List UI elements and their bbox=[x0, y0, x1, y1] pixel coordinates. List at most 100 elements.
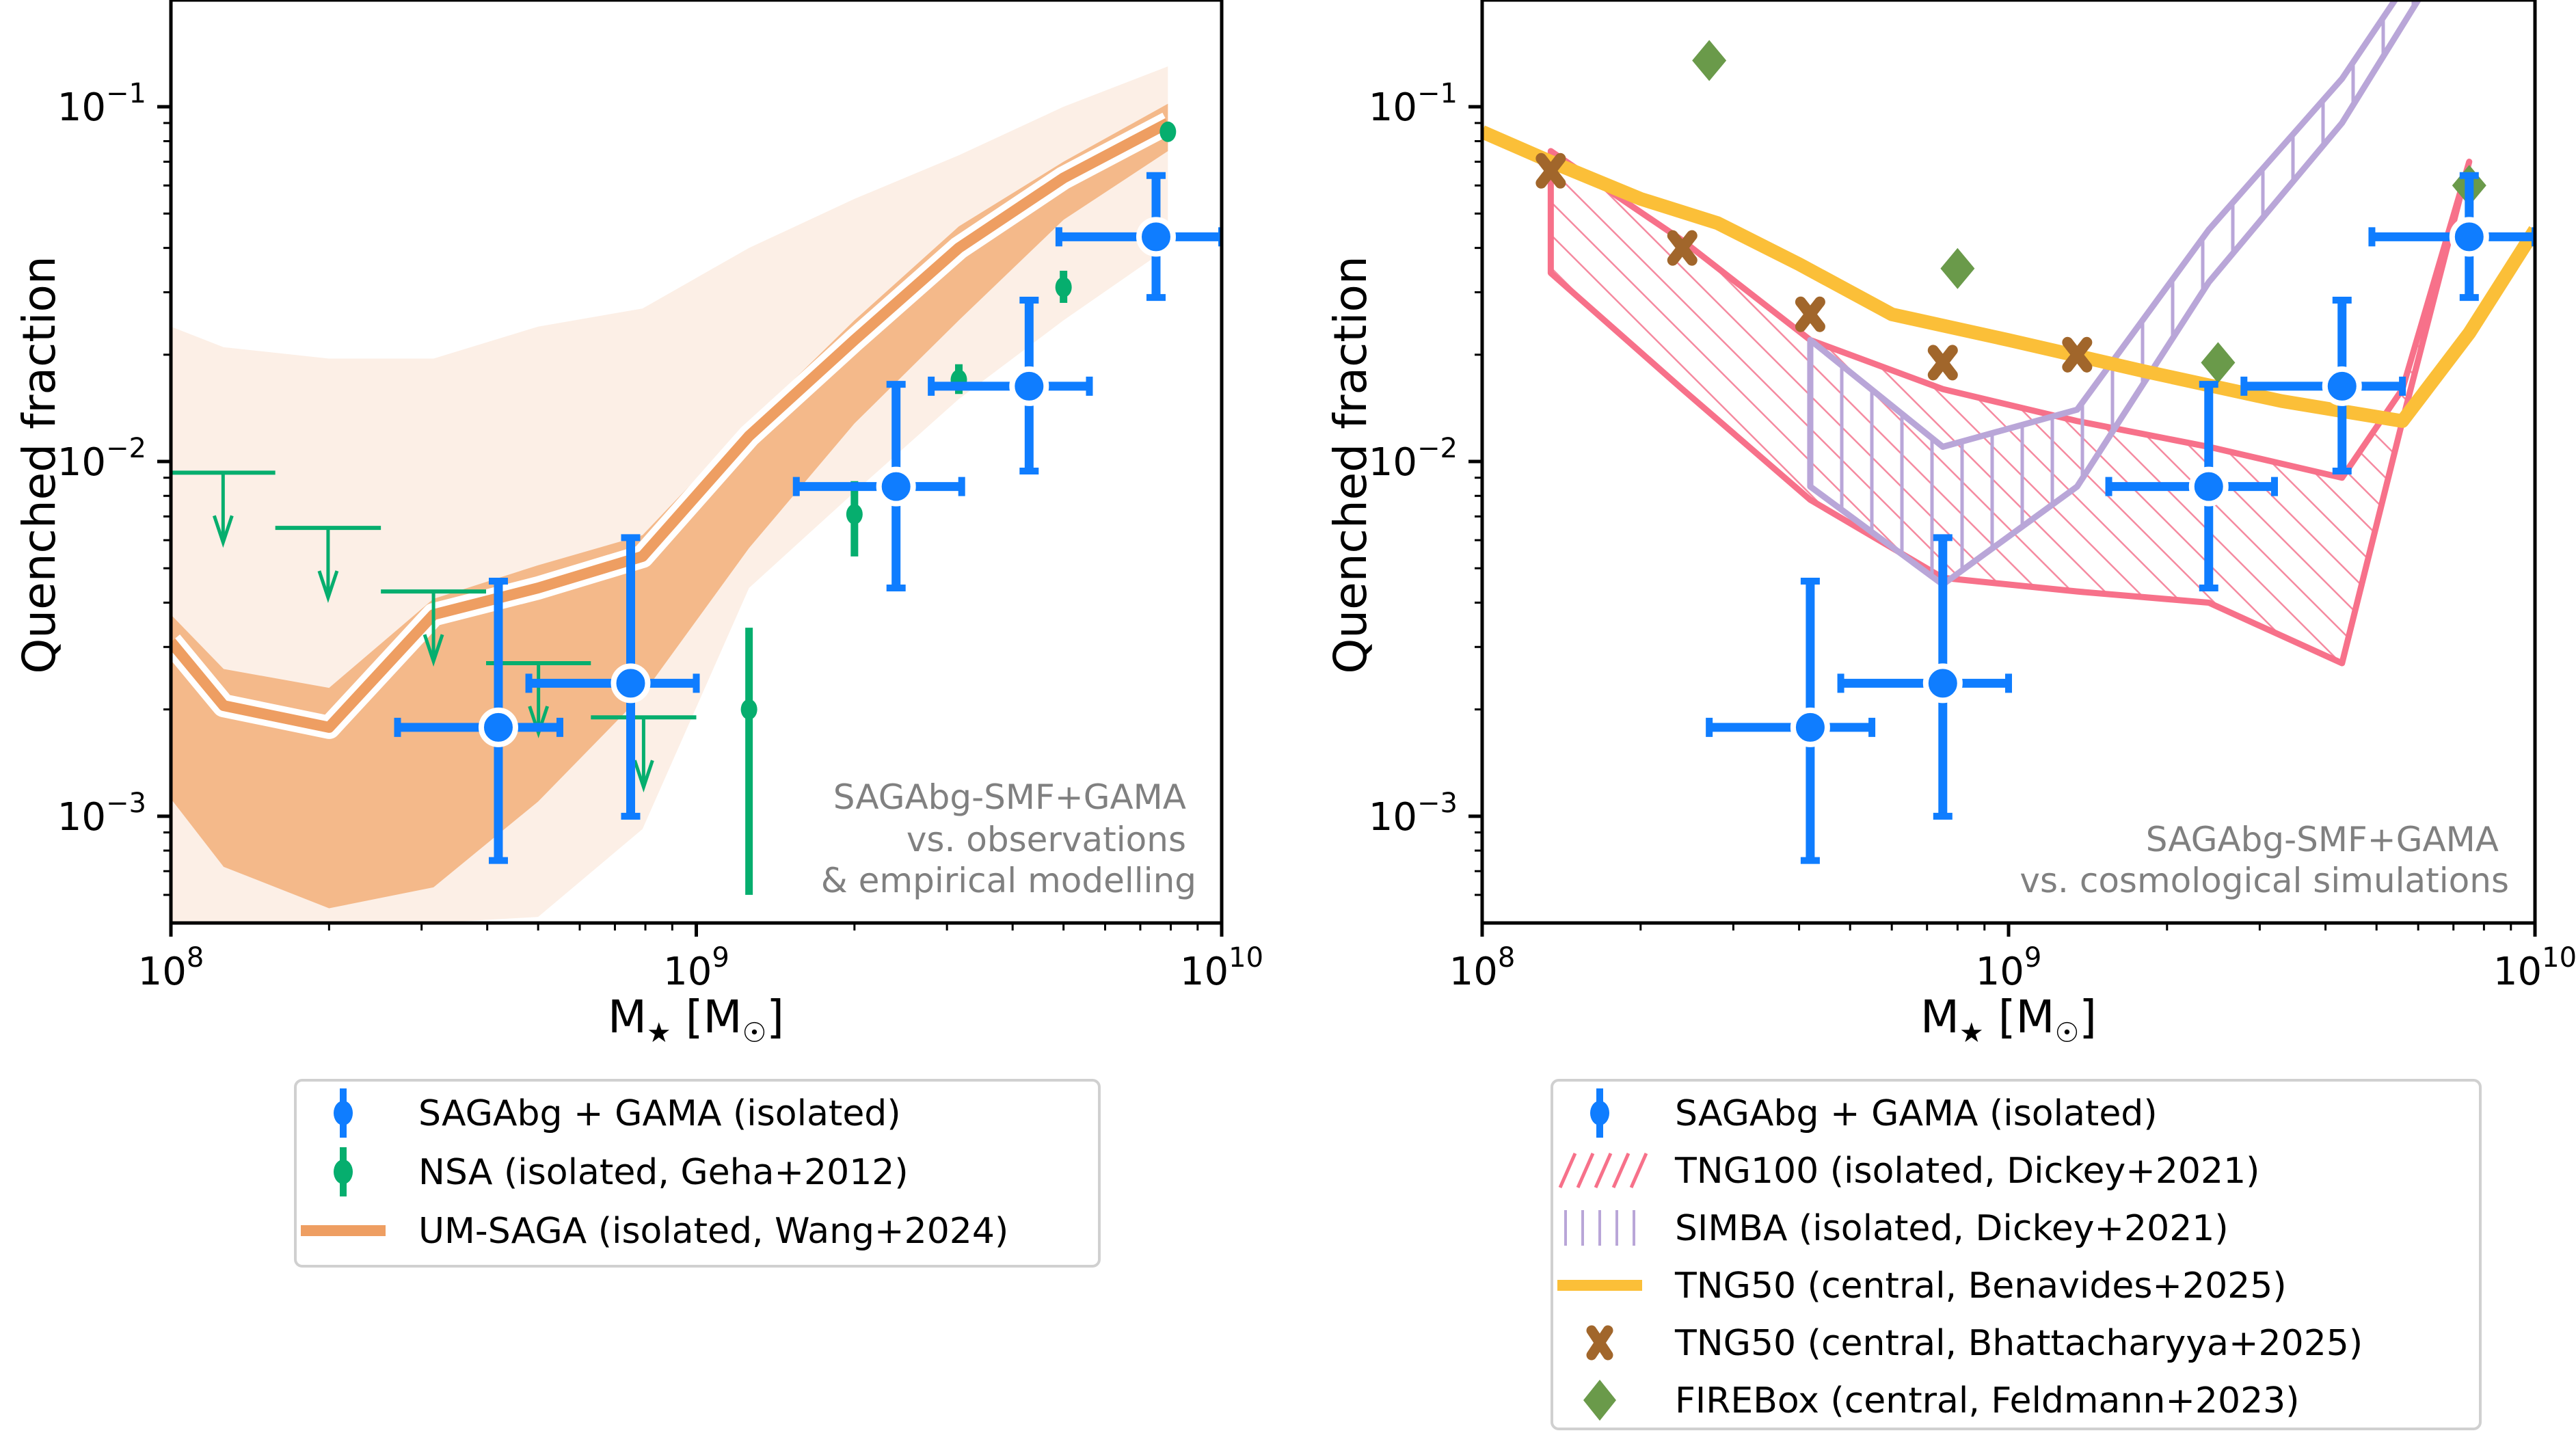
right-y-axis-label: Quenched fraction bbox=[1324, 256, 1377, 673]
tick-base: 10 bbox=[663, 950, 712, 994]
tng50-bhattacharyya-x-marker bbox=[1795, 296, 1825, 332]
tick-base: 10 bbox=[57, 85, 106, 130]
saga-marker bbox=[1922, 663, 1963, 704]
left-legend-frame bbox=[294, 1079, 1101, 1268]
nsa-upper-limit bbox=[275, 526, 381, 603]
x-tick-label: 1010 bbox=[1180, 942, 1263, 994]
tick-exponent: 9 bbox=[2024, 942, 2041, 974]
icon-hatch-line bbox=[1558, 1152, 1577, 1189]
right-x-axis-label: M★ [M☉] bbox=[1920, 991, 2097, 1049]
left-annotation-line-2: vs. observations bbox=[907, 820, 1186, 859]
saga-marker bbox=[2449, 217, 2489, 257]
tick-exponent: −2 bbox=[106, 433, 146, 464]
y-tick-label: 10−3 bbox=[1369, 788, 1458, 840]
xlabel-sun: ☉ bbox=[2054, 1017, 2079, 1049]
errorbar-dot-icon bbox=[334, 1147, 353, 1196]
nsa-marker bbox=[740, 699, 757, 720]
saga-marker bbox=[1136, 217, 1176, 257]
saga-data-point bbox=[792, 381, 965, 591]
y-tick-label: 10−1 bbox=[57, 78, 146, 130]
right-annotation-line-2: vs. cosmological simulations bbox=[2020, 861, 2509, 900]
tick-base: 10 bbox=[1369, 795, 1417, 840]
upper-limit-arrow-head bbox=[212, 515, 234, 548]
saga-data-point bbox=[2240, 297, 2406, 474]
tick-base: 10 bbox=[57, 795, 106, 840]
nsa-data-point bbox=[1159, 121, 1177, 142]
legend-item: FIREBox (central, Feldmann+2023) bbox=[1583, 1380, 2300, 1421]
tick-base: 10 bbox=[57, 440, 106, 485]
nsa-upper-limit bbox=[591, 715, 697, 793]
left-annotation-line-3: & empirical modelling bbox=[821, 861, 1196, 900]
tick-exponent: −3 bbox=[106, 788, 146, 819]
right-legend-frame bbox=[1551, 1079, 2482, 1430]
upper-limit-arrow-head bbox=[317, 570, 339, 603]
legend-label: TNG50 (central, Bhattacharyya+2025) bbox=[1674, 1323, 2363, 1364]
saga-marker bbox=[478, 707, 518, 747]
legend-label: UM-SAGA (isolated, Wang+2024) bbox=[418, 1211, 1008, 1252]
tng50-bhattacharyya-x-marker bbox=[1667, 230, 1698, 266]
left-x-axis-label: M★ [M☉] bbox=[608, 991, 784, 1049]
saga-marker bbox=[1790, 707, 1830, 747]
nsa-data-point bbox=[740, 628, 757, 895]
tick-exponent: 10 bbox=[2542, 942, 2576, 974]
xlabel-m: M bbox=[1920, 991, 1959, 1043]
saga-marker bbox=[876, 466, 916, 507]
nsa-data-point bbox=[846, 481, 863, 557]
x-stroke bbox=[1667, 230, 1698, 266]
x-tick-label: 109 bbox=[663, 942, 729, 994]
legend-label: FIREBox (central, Feldmann+2023) bbox=[1675, 1380, 2300, 1421]
errorbar-dot-icon bbox=[1590, 1088, 1609, 1138]
x-stroke bbox=[1927, 345, 1958, 381]
upper-limit-arrow-head bbox=[528, 706, 550, 738]
tng100-hatched-band bbox=[1547, 148, 2473, 667]
vertical-hatch-icon bbox=[1564, 1210, 1635, 1246]
right-annotation-line-1: SAGAbg-SMF+GAMA bbox=[2146, 820, 2499, 859]
saga-data-point bbox=[1055, 172, 1222, 302]
saga-data-point bbox=[1837, 534, 2012, 820]
legend-label: TNG100 (isolated, Dickey+2021) bbox=[1674, 1151, 2259, 1192]
icon-diamond bbox=[1583, 1380, 1616, 1421]
xlabel-close: ] bbox=[766, 991, 784, 1043]
x-tick-label: 108 bbox=[138, 942, 204, 994]
nsa-marker bbox=[1055, 277, 1072, 298]
upper-limit-arrow-head bbox=[633, 760, 654, 793]
icon-hatch-line bbox=[1594, 1152, 1613, 1189]
upper-limit-arrow-head bbox=[422, 634, 444, 667]
legend-label: TNG50 (central, Benavides+2025) bbox=[1674, 1266, 2287, 1307]
xlabel-open: [M bbox=[1984, 991, 2055, 1043]
icon-dot bbox=[1590, 1101, 1609, 1125]
saga-data-point bbox=[2105, 381, 2278, 591]
um-saga-line bbox=[171, 118, 1171, 733]
x-tick-label: 109 bbox=[1976, 942, 2042, 994]
legend-label: SAGAbg + GAMA (isolated) bbox=[418, 1093, 901, 1134]
firebox-diamond-marker bbox=[2201, 342, 2236, 384]
legend-item: SAGAbg + GAMA (isolated) bbox=[1590, 1088, 2158, 1138]
saga-marker bbox=[2188, 466, 2229, 507]
tick-base: 10 bbox=[2493, 950, 2542, 994]
legend-item: TNG100 (isolated, Dickey+2021) bbox=[1558, 1151, 2259, 1192]
tick-exponent: 8 bbox=[1498, 942, 1515, 974]
tick-base: 10 bbox=[138, 950, 187, 994]
icon-hatch-line bbox=[1611, 1152, 1631, 1189]
xlabel-sun: ☉ bbox=[742, 1017, 766, 1049]
x-tick-label: 108 bbox=[1449, 942, 1516, 994]
tick-base: 10 bbox=[1180, 950, 1229, 994]
left-plot-area bbox=[171, 66, 1222, 923]
nsa-marker bbox=[1159, 121, 1177, 142]
xlabel-star: ★ bbox=[647, 1017, 671, 1049]
icon-dot bbox=[334, 1160, 353, 1184]
um-saga-inner-band bbox=[171, 103, 1168, 909]
tick-exponent: 8 bbox=[187, 942, 204, 974]
firebox-diamond-marker bbox=[1940, 247, 1975, 289]
icon-hatch-line bbox=[1576, 1152, 1595, 1189]
saga-data-point bbox=[2368, 172, 2535, 302]
legend-item: SAGAbg + GAMA (isolated) bbox=[334, 1088, 901, 1138]
errorbar-dot-icon bbox=[334, 1088, 353, 1138]
legend-label: SIMBA (isolated, Dickey+2021) bbox=[1675, 1208, 2229, 1249]
x-stroke bbox=[1535, 152, 1566, 189]
legend-item: TNG50 (central, Benavides+2025) bbox=[1557, 1266, 2287, 1307]
legend-item: NSA (isolated, Geha+2012) bbox=[334, 1147, 909, 1196]
